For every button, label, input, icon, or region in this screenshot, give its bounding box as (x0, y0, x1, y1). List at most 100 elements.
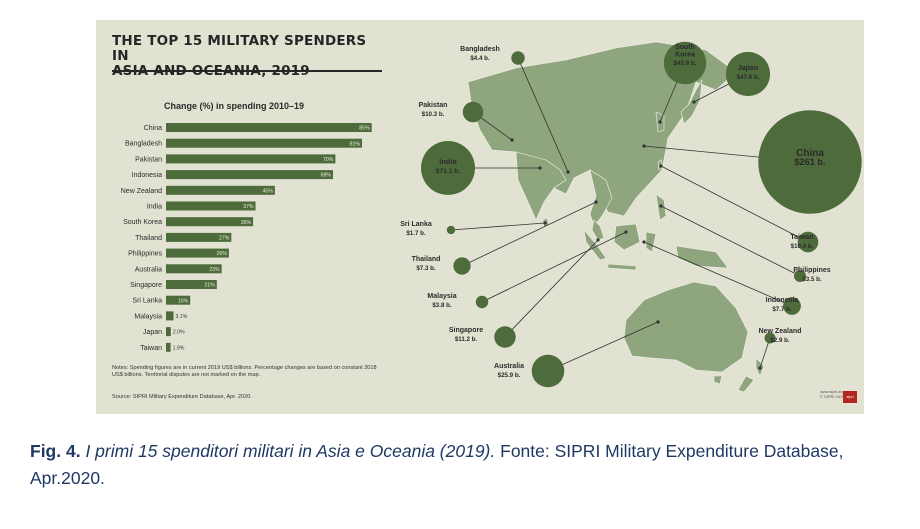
leader-line-malaysia (481, 231, 627, 303)
bubble-china (758, 110, 862, 214)
bubble-singapore (494, 326, 516, 348)
anchor-dot-japan (692, 100, 696, 104)
bar-value-philippines: 26% (217, 251, 228, 257)
leader-line-indonesia (643, 241, 793, 307)
bubble-value-singapore: $11.2 b. (455, 336, 478, 343)
anchor-dot-new-zealand (758, 366, 762, 370)
bubble-value-philippines: $3.5 b. (802, 276, 822, 283)
anchor-dot-thailand (594, 200, 598, 204)
leader-line-thailand (461, 201, 597, 267)
bar-category-pakistan: Pakistan (135, 156, 162, 163)
map-labels: China$261 b. India $71.1 b. Japan $47.6 b. So… (400, 44, 831, 379)
bubble-label-taiwan: Taiwan (790, 234, 813, 241)
caption-fig-label: Fig. 4. (30, 441, 81, 461)
bar-japan (166, 327, 171, 337)
bar-value-new-zealand: 45% (263, 188, 274, 194)
bar-category-china: China (144, 125, 162, 132)
infographic: THE TOP 15 MILITARY SPENDERS IN ASIA AND… (96, 20, 864, 414)
bubble-value-malaysia: $3.8 b. (432, 302, 452, 309)
bar-value-bangladesh: 81% (350, 141, 361, 147)
bar-sri-lanka (166, 295, 191, 305)
map-land-se-asia (589, 169, 613, 227)
bubble-new-zealand (764, 332, 776, 344)
bubble-label-pakistan: Pakistan (419, 102, 448, 109)
bubble-value-indonesia: $7.7 b. (772, 306, 792, 313)
bubble-pakistan (462, 101, 484, 123)
bubble-label-malaysia: Malaysia (427, 293, 456, 300)
bubble-value-australia: $25.9 b. (498, 372, 521, 379)
bar-value-china: 85% (359, 126, 370, 132)
bubble-australia (531, 354, 565, 388)
bar-china (166, 123, 372, 132)
map-land-tasmania (713, 375, 723, 385)
map-land-new-zealand (737, 357, 765, 393)
bar-value-sri-lanka: 10% (178, 298, 189, 304)
leader-line-taiwan (660, 165, 809, 243)
bar-south-korea (166, 217, 254, 227)
bar-indonesia (166, 170, 333, 180)
bar-value-singapore: 21% (204, 283, 215, 289)
bar-value-taiwan: 1.9% (173, 345, 185, 351)
bar-category-new-zealand: New Zealand (121, 188, 162, 195)
bubble-label-india: India (439, 157, 457, 166)
bar-taiwan (166, 342, 171, 352)
bar-category-philippines: Philippines (128, 251, 162, 258)
bubble-label-singapore: Singapore (449, 327, 483, 334)
source: Source: SIPRI Military Expenditure Datab… (112, 394, 252, 400)
bar-chart: China 85% Bangladesh 81% Pakistan 70% Indonesi… (121, 123, 372, 352)
map-land-australia (623, 281, 749, 373)
leader-line-australia (547, 321, 659, 372)
bubble-label-australia: Australia (494, 363, 524, 370)
map-bubbles (421, 41, 862, 388)
bar-value-australia: 23% (209, 267, 220, 273)
bubble-malaysia (475, 295, 489, 309)
bubble-label-south-korea-line-2: Korea (675, 52, 695, 59)
bubble-map: China$261 b. India $71.1 b. Japan $47.6 b. So… (400, 41, 862, 393)
bubble-india (421, 141, 475, 195)
bar-malaysia (166, 311, 174, 321)
bar-value-pakistan: 70% (323, 157, 334, 163)
bar-pakistan (166, 154, 336, 164)
bubble-label-philippines: Philippines (793, 267, 830, 274)
bar-value-south-korea: 36% (241, 220, 252, 226)
bubble-label-south-korea: South Korea (675, 44, 695, 59)
bar-value-indonesia: 69% (321, 173, 332, 179)
bar-category-bangladesh: Bangladesh (125, 141, 162, 148)
bubble-bangladesh (511, 51, 525, 65)
anchor-dot-sri-lanka (543, 221, 547, 225)
bar-value-thailand: 27% (219, 236, 230, 242)
map-landmass (467, 41, 765, 393)
notes: Notes: Spending figures are in current 2… (112, 365, 377, 379)
map-land-sulawesi (645, 231, 657, 253)
credit-line-2: © SIPRI 2020 (820, 394, 845, 399)
bar-category-thailand: Thailand (135, 235, 162, 242)
figure-caption: Fig. 4. I primi 15 spenditori militari i… (30, 438, 910, 492)
bubble-value-thailand: $7.3 b. (416, 265, 436, 272)
leader-line-sri-lanka (450, 222, 546, 231)
anchor-dot-philippines (659, 204, 663, 208)
bubble-value-japan: $47.6 b. (737, 74, 760, 81)
map-land-india (515, 151, 567, 221)
bubble-value-india: $71.1 b. (436, 168, 461, 175)
bar-singapore (166, 280, 217, 289)
bar-bangladesh (166, 138, 363, 148)
bar-thailand (166, 232, 232, 242)
bar-india (166, 201, 256, 211)
bar-chart-title: Change (%) in spending 2010–19 (164, 101, 305, 111)
bar-value-japan: 2.0% (173, 330, 185, 336)
bar-category-indonesia: Indonesia (132, 172, 162, 179)
bubble-label-south-korea-line-1: South (675, 44, 695, 51)
anchor-dot-china (642, 144, 646, 148)
anchor-dot-singapore (596, 238, 600, 242)
bubble-label-sri-lanka: Sri Lanka (400, 221, 432, 228)
anchor-dot-pakistan (510, 138, 514, 142)
credit-line-1: www.sipri.org (820, 389, 844, 394)
caption-italic: I primi 15 spenditori militari in Asia e… (85, 441, 496, 461)
bubble-value-taiwan: $10.4 b. (791, 243, 814, 250)
leader-line-bangladesh (517, 57, 569, 173)
bubble-label-china: China (796, 148, 824, 159)
bar-philippines (166, 248, 229, 258)
map-land-malay-peninsula (591, 219, 605, 241)
caption-source: Fonte: SIPRI Military Expenditure Databa… (30, 441, 844, 488)
leader-line-philippines (660, 205, 801, 277)
